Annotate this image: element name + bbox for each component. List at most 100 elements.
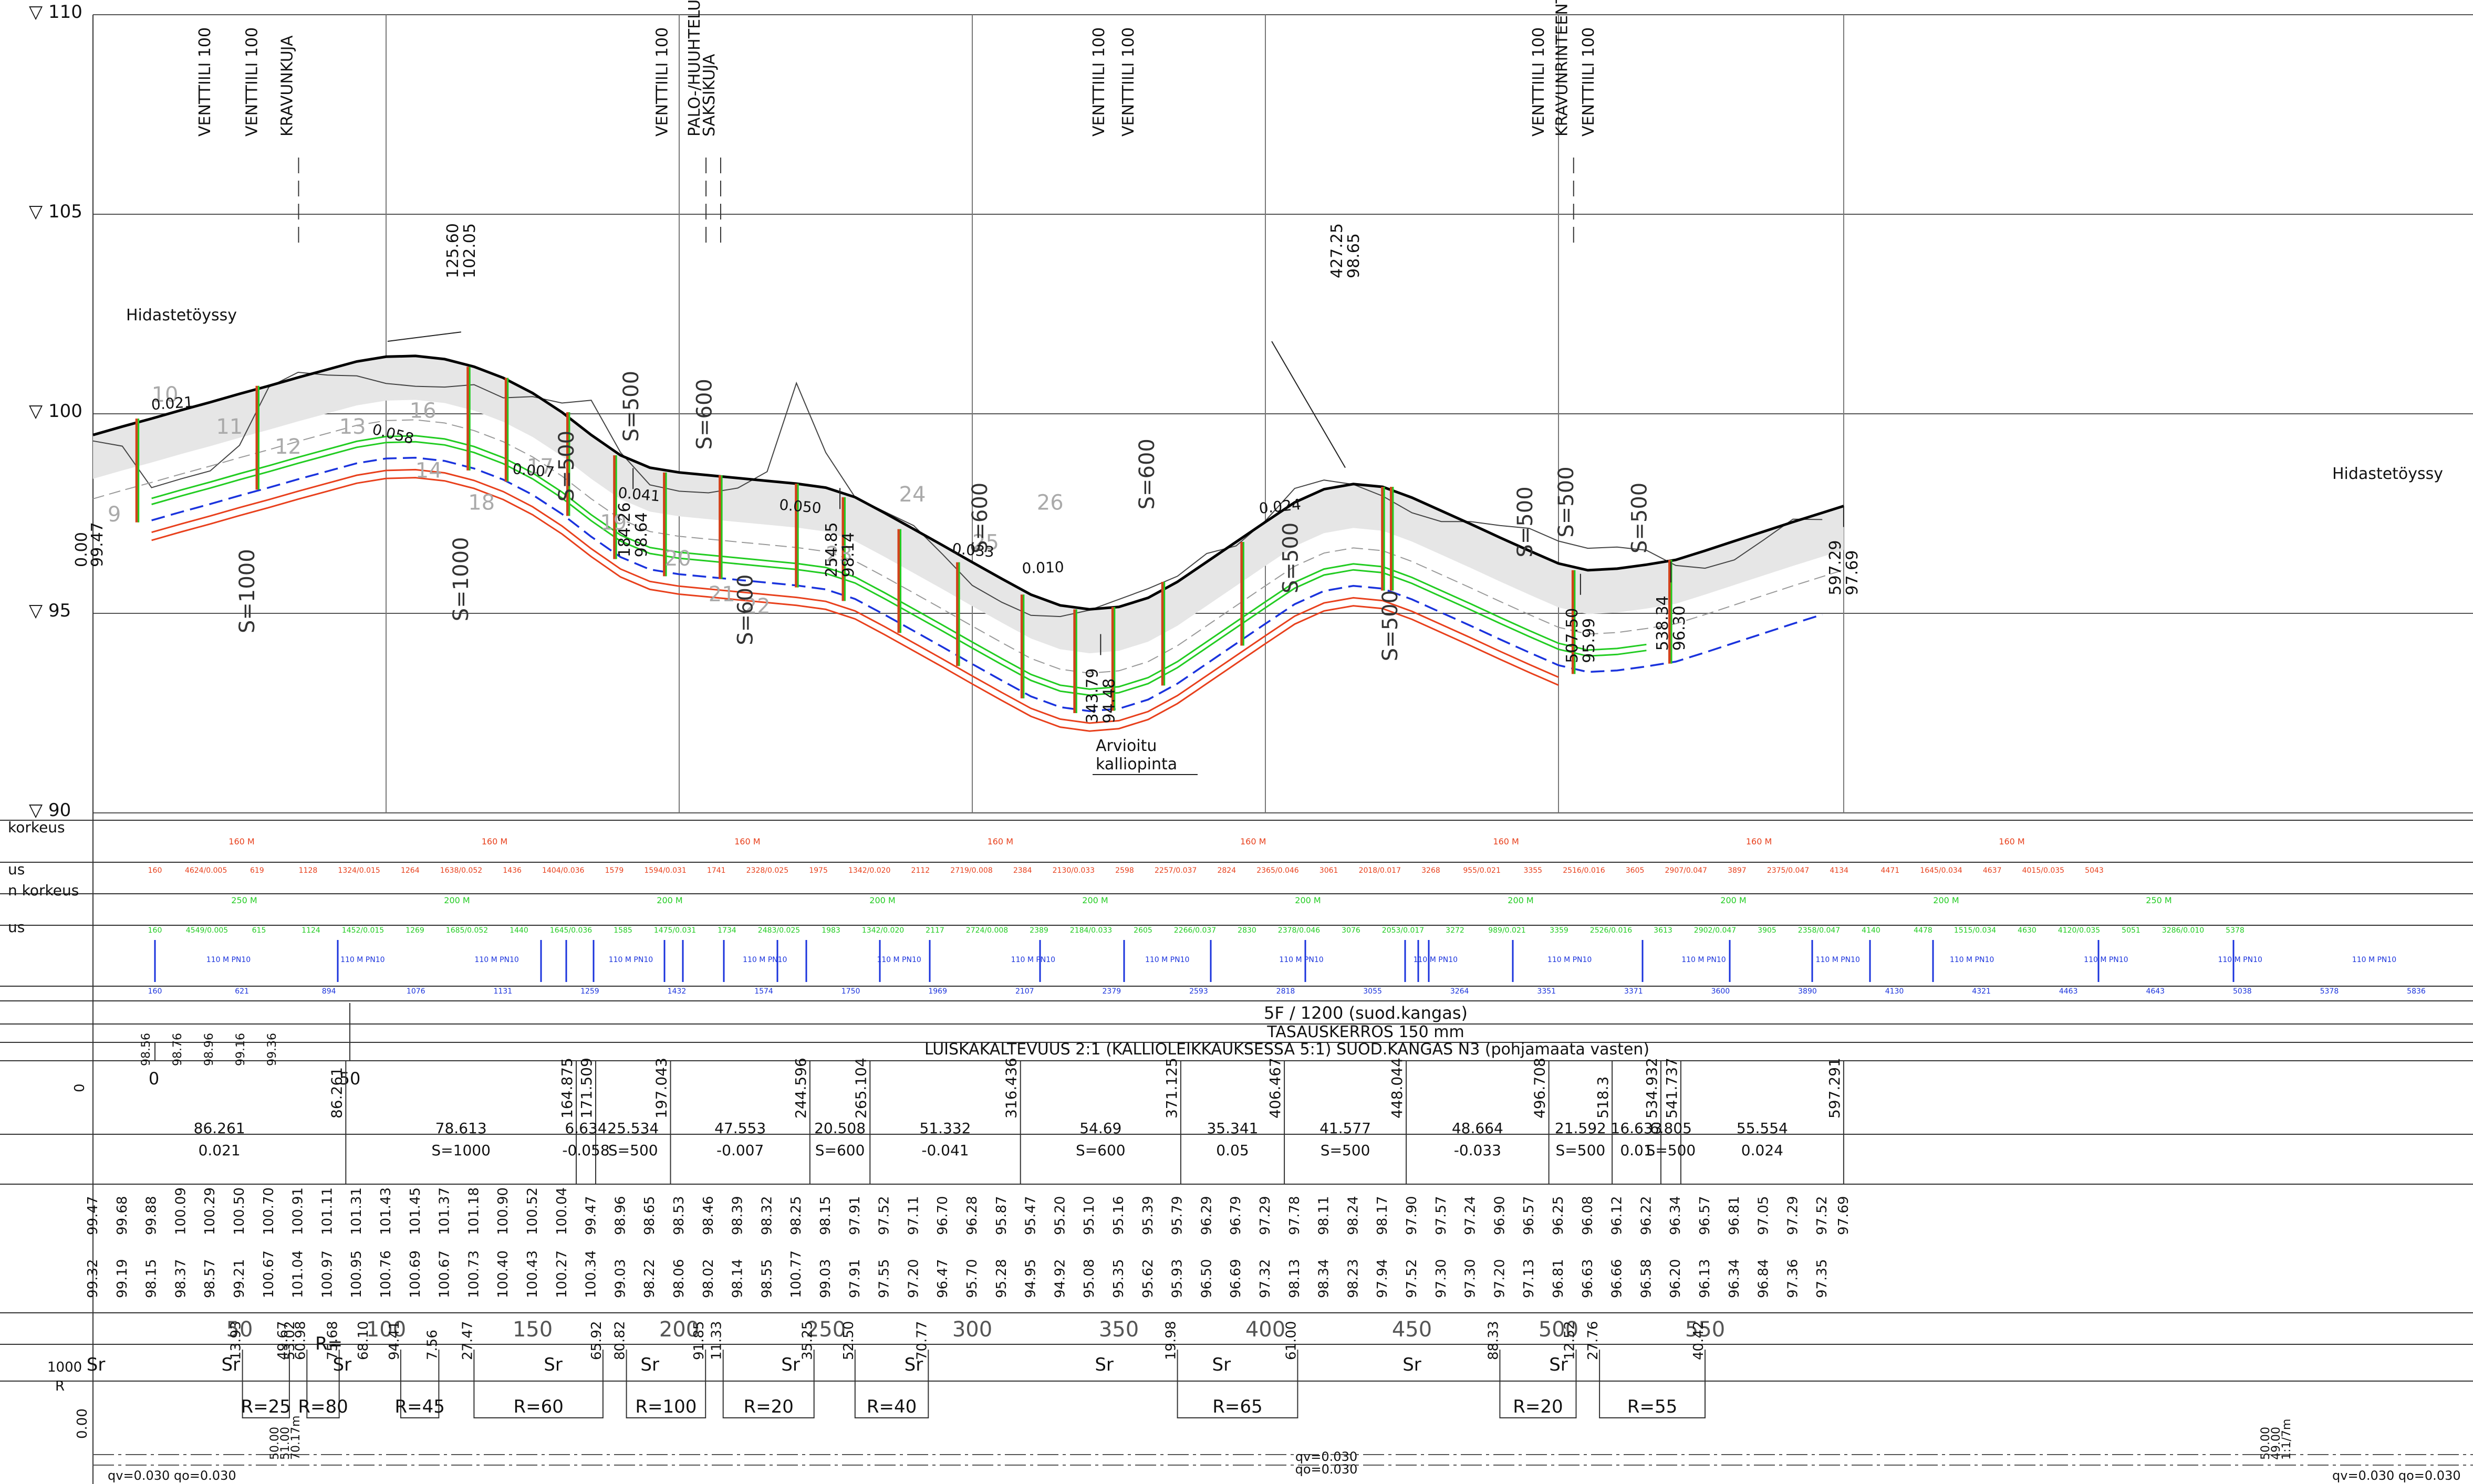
water-pipe-value: 3286/0.010	[2162, 926, 2204, 935]
profile-grade-label: 0.033	[951, 540, 995, 561]
water-pipe-value: 160	[148, 926, 162, 935]
curve-marker-outline	[626, 1350, 706, 1418]
existing-elevation-value: 97.52	[1404, 1259, 1420, 1298]
sewer-pipe-span: 160 M	[228, 837, 254, 846]
top-annotation-label: KRAVUNKUJA	[278, 35, 296, 137]
existing-elevation-value: 97.91	[847, 1259, 863, 1298]
speed-bump-note: Hidastetöyssy	[2332, 465, 2443, 483]
water-pipe-span: 200 M	[1720, 895, 1746, 905]
bottom-qv-right: qv=0.030 qo=0.030	[2332, 1468, 2461, 1483]
water-pipe-span: 200 M	[869, 895, 895, 905]
sewer-pipe-value: 1741	[707, 866, 726, 875]
straight-label: Sr	[333, 1354, 352, 1375]
water-pipe-span: 200 M	[1295, 895, 1321, 905]
sewer-pipe-bottom-line	[151, 477, 1559, 732]
sewer-pipe-value: 1638/0.052	[440, 866, 482, 875]
point-elevation-label: 98.65	[1345, 233, 1363, 278]
early-curve-value: 53.02	[282, 1321, 298, 1360]
top-annotation-label: VENTTIILI 100	[1090, 27, 1108, 137]
design-elevation-value: 96.90	[1492, 1196, 1508, 1235]
sewer-pipe-value: 2516/0.016	[1563, 866, 1605, 875]
sewer-pipe-value: 3061	[1319, 866, 1338, 875]
existing-elevation-value: 97.30	[1433, 1259, 1449, 1298]
segment-length: 48.664	[1452, 1120, 1503, 1137]
segment-info: -0.007	[716, 1142, 764, 1159]
design-elevation-value: 96.57	[1521, 1196, 1537, 1235]
elevation-label: ▽ 90	[29, 800, 71, 821]
segment-length: 54.69	[1079, 1120, 1121, 1137]
pressure-pipe-value: 5378	[2320, 987, 2339, 996]
existing-elevation-value: 100.77	[788, 1250, 804, 1298]
point-chainage-label: 125.60	[444, 223, 462, 278]
water-pipe-value: 1983	[822, 926, 840, 935]
existing-elevation-value: 100.43	[525, 1250, 541, 1298]
design-elevation-value: 99.88	[144, 1196, 160, 1235]
bottom-left-value: 70.17m	[289, 1416, 303, 1460]
water-pipe-value: 1585	[614, 926, 632, 935]
design-elevation-value: 100.04	[554, 1187, 570, 1235]
curve-marker-outline	[242, 1350, 290, 1418]
band-label: us	[8, 861, 25, 878]
vertical-curve-label: S=500	[1554, 466, 1578, 537]
scale-label: 98.76	[171, 1033, 184, 1066]
segment-end-chainage: 171.509	[578, 1058, 595, 1119]
top-annotation-label: VENTTIILI 100	[196, 27, 214, 137]
design-elevation-value: 100.70	[261, 1187, 277, 1235]
curve-radius-label: R=20	[743, 1396, 793, 1417]
pressure-pipe-value: 4130	[1885, 987, 1904, 996]
segment-end-chainage: 597.291	[1826, 1058, 1843, 1119]
sewer-pipe-value: 1436	[503, 866, 522, 875]
manhole-number: 24	[899, 483, 926, 507]
existing-elevation-value: 98.13	[1287, 1259, 1303, 1298]
start-point-label: 0.00	[72, 532, 91, 567]
chainage-label: 150	[513, 1318, 553, 1342]
point-chainage-label: 597.29	[1826, 540, 1845, 595]
pressure-pipe-value: 4463	[2059, 987, 2078, 996]
segment-info: -0.033	[1454, 1142, 1501, 1159]
existing-elevation-value: 97.32	[1258, 1259, 1273, 1298]
existing-elevation-value: 96.50	[1199, 1259, 1214, 1298]
design-elevation-value: 98.25	[788, 1196, 804, 1235]
segment-info: 0.021	[199, 1142, 241, 1159]
manhole-number: 19	[600, 510, 627, 535]
scale-tick-0: 0	[149, 1069, 159, 1089]
sewer-pipe-top-line	[151, 468, 1559, 724]
design-elevation-value: 97.91	[847, 1196, 863, 1235]
water-pipe-value: 5051	[2122, 926, 2141, 935]
elevation-label: ▽ 110	[29, 2, 82, 23]
existing-elevation-value: 98.55	[759, 1259, 775, 1298]
existing-elevation-value: 95.70	[964, 1259, 980, 1298]
segment-info: S=600	[1076, 1142, 1126, 1159]
scale-label: 98.96	[203, 1033, 216, 1066]
straight-label: Sr	[87, 1354, 106, 1375]
profile-grade-label: 0.010	[1022, 558, 1064, 577]
existing-elevation-value: 98.14	[730, 1259, 746, 1298]
bottom-scale-label: 1000	[47, 1360, 82, 1375]
design-elevation-value: 100.29	[202, 1187, 218, 1235]
existing-elevation-value: 97.30	[1463, 1259, 1479, 1298]
sewer-pipe-value: 2375/0.047	[1767, 866, 1809, 875]
pressure-pipe-value: 3055	[1363, 987, 1382, 996]
scale-label: 99.16	[234, 1033, 247, 1066]
pressure-pipe-span: 110 M PN10	[206, 956, 251, 964]
water-pipe-value: 2483/0.025	[758, 926, 800, 935]
design-elevation-value: 96.12	[1609, 1196, 1625, 1235]
segment-length: 21.592	[1555, 1120, 1606, 1137]
curve-start-value: 19.98	[1163, 1321, 1179, 1360]
water-pipe-value: 4478	[1914, 926, 1932, 935]
existing-elevation-value: 96.63	[1580, 1259, 1596, 1298]
sewer-pipe-value: 2384	[1013, 866, 1032, 875]
water-pipe-value: 3076	[1342, 926, 1360, 935]
sewer-pipe-value: 2130/0.033	[1053, 866, 1095, 875]
water-pipe-value: 1645/0.036	[550, 926, 593, 935]
pressure-pipe-span: 110 M PN10	[743, 956, 787, 964]
scale-label: 99.36	[266, 1033, 279, 1066]
existing-elevation-value: 98.34	[1316, 1259, 1332, 1298]
segment-end-chainage: 496.708	[1531, 1058, 1549, 1119]
existing-elevation-value: 96.81	[1551, 1259, 1566, 1298]
design-elevation-value: 98.17	[1375, 1196, 1390, 1235]
curve-radius-label: R=25	[241, 1396, 291, 1417]
pressure-pipe-line	[151, 456, 1823, 712]
sewer-pipe-value: 160	[148, 866, 162, 875]
existing-elevation-value: 100.67	[437, 1250, 453, 1298]
